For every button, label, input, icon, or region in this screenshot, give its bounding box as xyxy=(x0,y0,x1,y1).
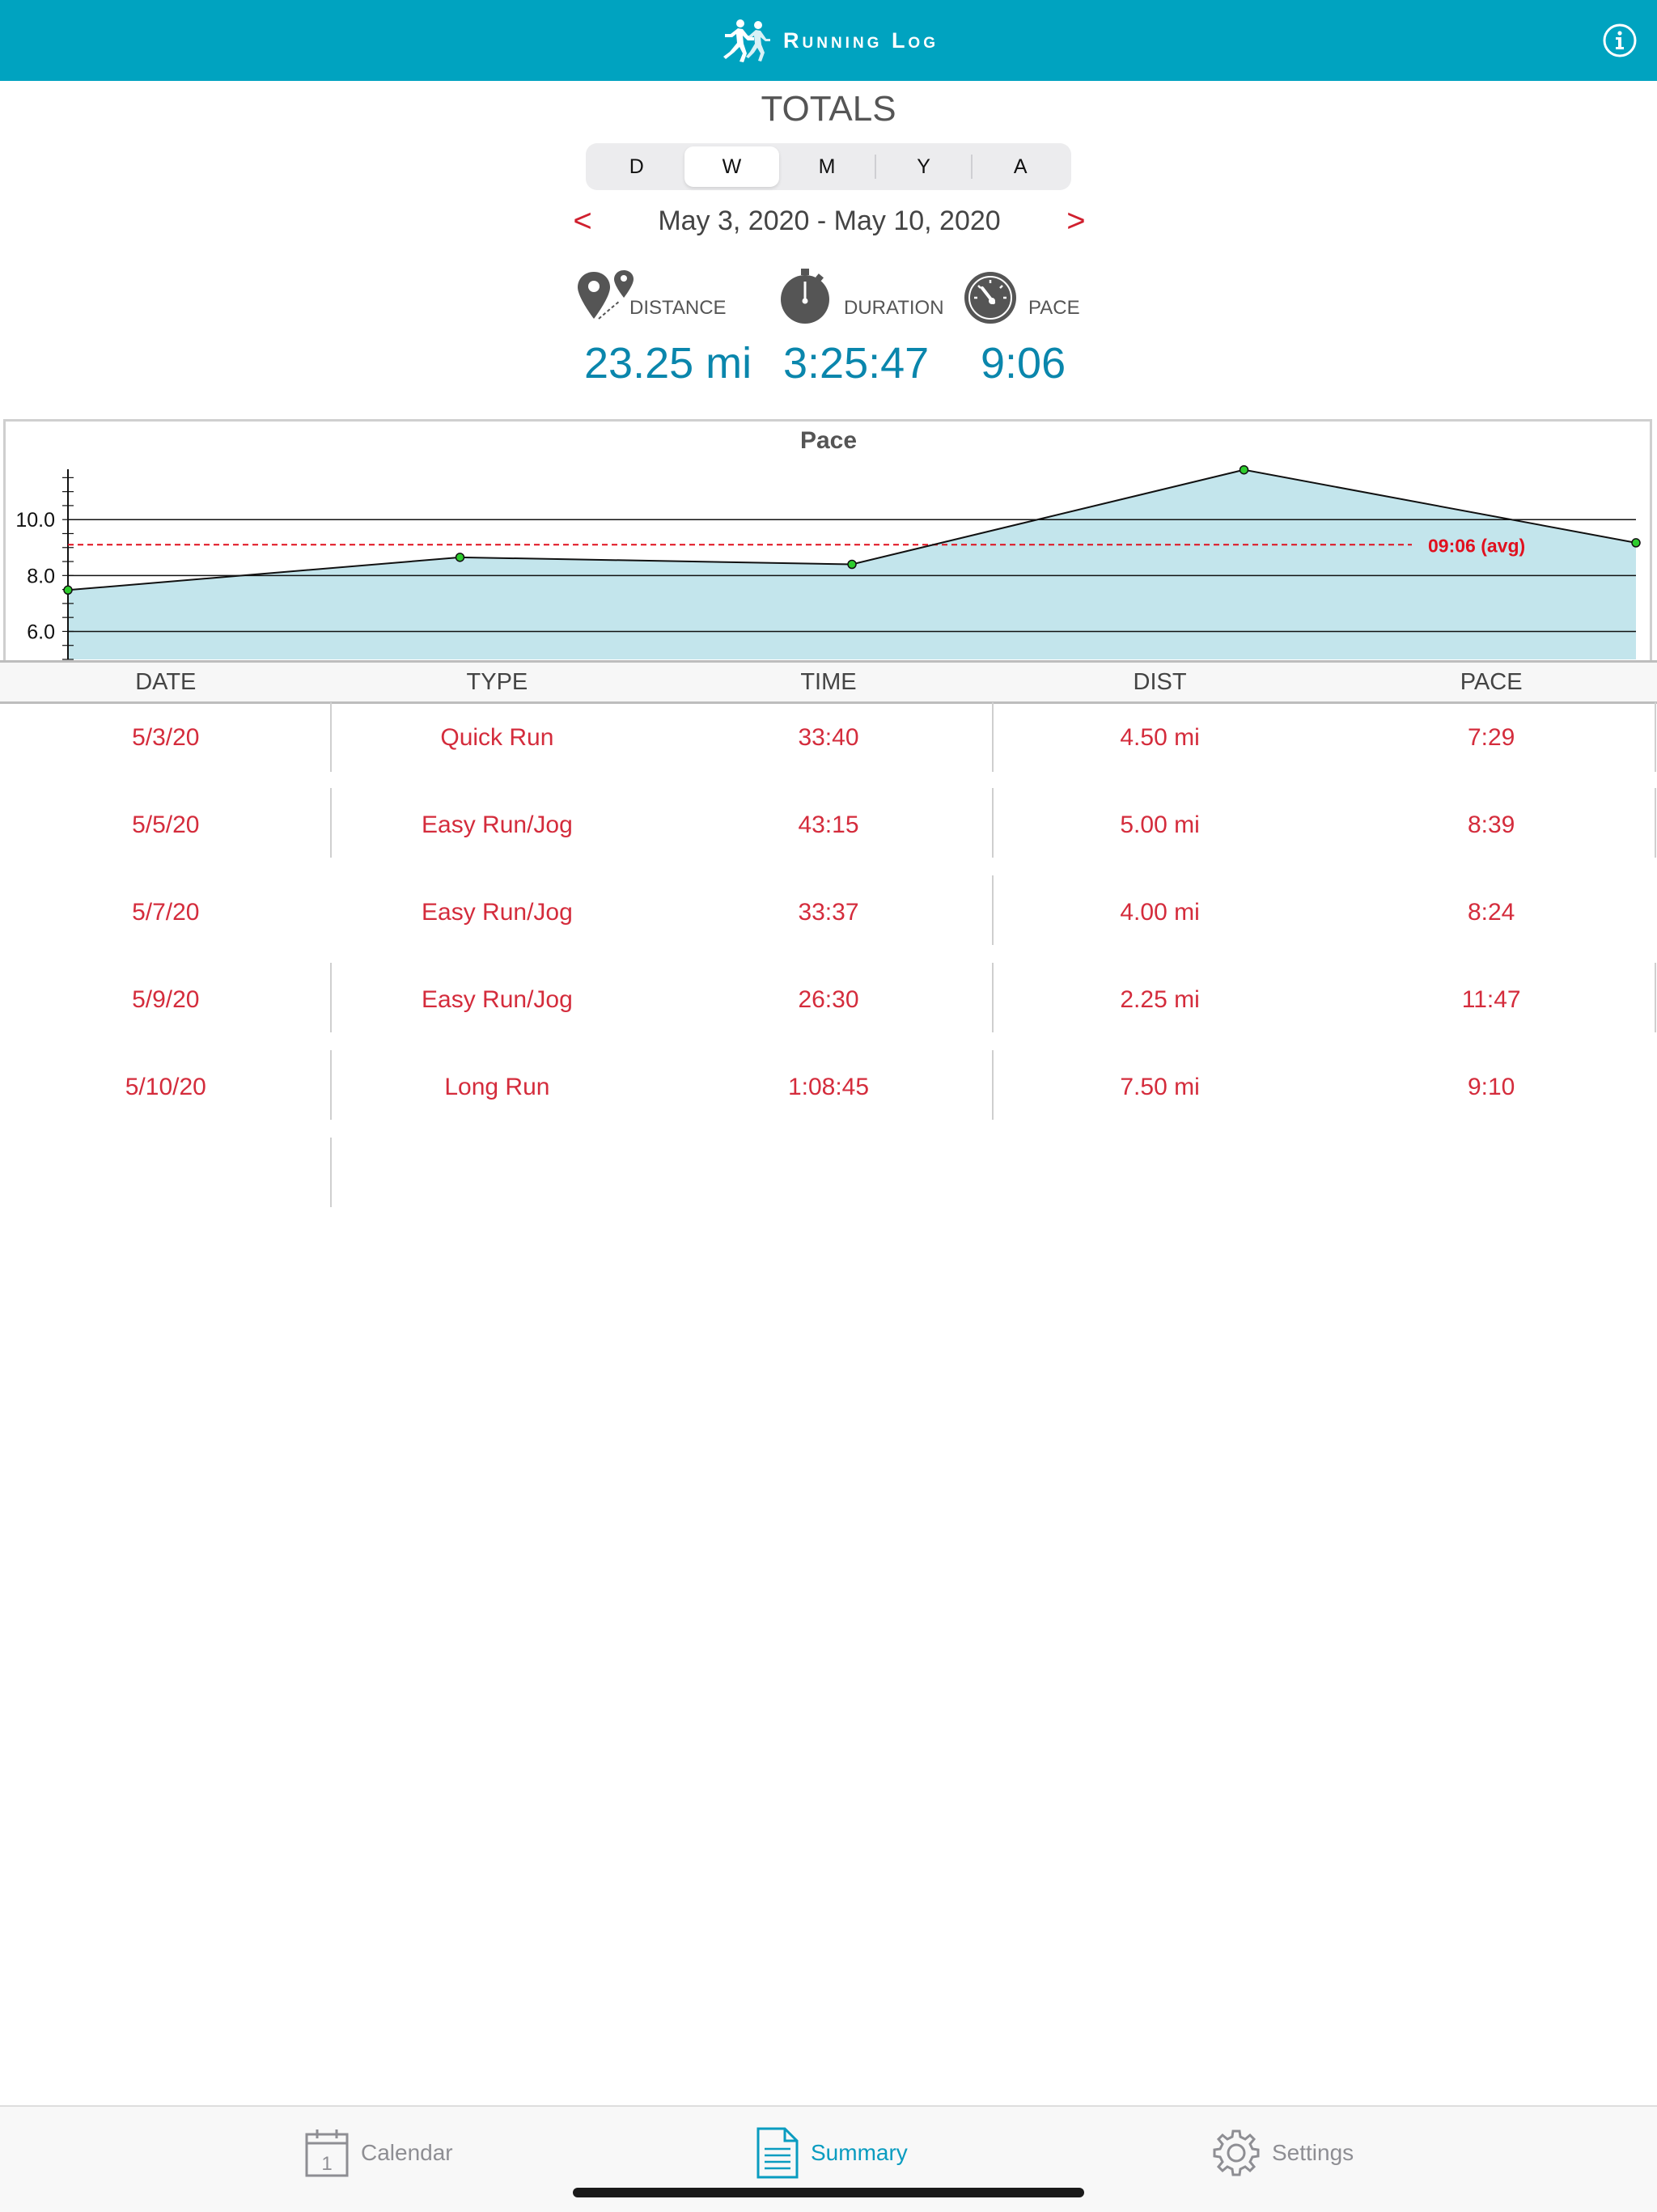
cell-pace: 7:29 xyxy=(1467,724,1515,751)
gear-icon xyxy=(1213,2129,1260,2176)
tab-calendar-label: Calendar xyxy=(361,2140,453,2165)
cell-pace: 9:10 xyxy=(1467,1074,1515,1100)
cell-type: Easy Run/Jog xyxy=(422,899,573,926)
column-divider xyxy=(330,788,332,858)
column-divider xyxy=(992,1050,994,1120)
info-icon[interactable] xyxy=(1602,23,1638,58)
distance-label: DISTANCE xyxy=(629,297,727,319)
home-indicator xyxy=(573,2188,1084,2197)
segment-day[interactable]: D xyxy=(629,155,644,178)
column-divider xyxy=(330,1050,332,1120)
segment-year[interactable]: Y xyxy=(917,155,930,178)
column-divider xyxy=(992,963,994,1032)
cell-dist: 5.00 mi xyxy=(1120,811,1200,838)
column-divider xyxy=(330,963,332,1032)
table-row[interactable]: 5/10/20 Long Run 1:08:45 7.50 mi 9:10 xyxy=(0,1050,1657,1125)
cell-time: 33:37 xyxy=(798,899,859,926)
column-divider xyxy=(1655,702,1656,772)
tab-summary-label: Summary xyxy=(811,2140,908,2165)
app-title: Running Log xyxy=(783,28,939,53)
table-row[interactable]: 5/3/20 Quick Run 33:40 4.50 mi 7:29 xyxy=(0,701,1657,775)
segment-all[interactable]: A xyxy=(1013,155,1028,178)
top-bar: Running Log xyxy=(0,0,1657,81)
column-divider xyxy=(1655,963,1656,1032)
header-dist[interactable]: DIST xyxy=(1133,669,1187,695)
distance-value: 23.25 mi xyxy=(584,339,752,388)
cell-dist: 4.00 mi xyxy=(1120,899,1200,926)
tab-settings-label: Settings xyxy=(1272,2140,1354,2165)
cell-type: Easy Run/Jog xyxy=(422,986,573,1013)
cell-dist: 4.50 mi xyxy=(1120,724,1200,751)
column-divider xyxy=(992,788,994,858)
cell-type: Quick Run xyxy=(440,724,554,751)
column-divider xyxy=(992,875,994,945)
speedometer-icon xyxy=(964,272,1016,324)
cell-date: 5/9/20 xyxy=(132,986,200,1013)
column-divider xyxy=(330,702,332,772)
cell-dist: 7.50 mi xyxy=(1120,1074,1200,1100)
segment-divider xyxy=(874,155,876,179)
duration-value: 3:25:47 xyxy=(783,339,930,388)
runner-logo-icon xyxy=(723,19,770,62)
header-date[interactable]: DATE xyxy=(135,669,197,695)
totals-title: TOTALS xyxy=(761,89,896,129)
period-segmented-control: D W M Y A xyxy=(586,143,1071,190)
document-icon xyxy=(756,2127,799,2179)
duration-label: DURATION xyxy=(844,297,944,319)
calendar-icon: 1 xyxy=(305,2129,349,2177)
date-range: May 3, 2020 - May 10, 2020 xyxy=(658,205,1001,236)
header-time[interactable]: TIME xyxy=(800,669,857,695)
column-divider xyxy=(330,1138,332,1207)
map-pin-icon xyxy=(578,270,634,320)
previous-period-button[interactable]: < xyxy=(573,202,592,239)
cell-time: 26:30 xyxy=(798,986,859,1013)
segment-month[interactable]: M xyxy=(818,155,836,178)
pace-label: PACE xyxy=(1028,297,1080,319)
column-divider xyxy=(992,702,994,772)
tab-settings[interactable]: Settings xyxy=(1212,2125,1354,2181)
table-row[interactable]: 5/7/20 Easy Run/Jog 33:37 4.00 mi 8:24 xyxy=(0,875,1657,950)
cell-time: 33:40 xyxy=(798,724,859,751)
tab-summary[interactable]: Summary xyxy=(756,2125,908,2181)
column-divider xyxy=(1655,788,1656,858)
cell-pace: 8:24 xyxy=(1467,899,1515,926)
chart-title: Pace xyxy=(799,427,858,454)
tab-calendar[interactable]: 1 Calendar xyxy=(304,2125,453,2181)
pace-value: 9:06 xyxy=(981,339,1066,388)
table-row[interactable]: 5/5/20 Easy Run/Jog 43:15 5.00 mi 8:39 xyxy=(0,788,1657,862)
date-navigator: < May 3, 2020 - May 10, 2020 > xyxy=(566,201,1092,241)
table-row[interactable]: 5/9/20 Easy Run/Jog 26:30 2.25 mi 11:47 xyxy=(0,963,1657,1037)
header-type[interactable]: TYPE xyxy=(466,669,528,695)
next-period-button[interactable]: > xyxy=(1066,202,1086,239)
cell-dist: 2.25 mi xyxy=(1120,986,1200,1013)
cell-type: Easy Run/Jog xyxy=(422,811,573,838)
cell-date: 5/3/20 xyxy=(132,724,200,751)
cell-pace: 8:39 xyxy=(1467,811,1515,838)
cell-time: 43:15 xyxy=(798,811,859,838)
calendar-day-number: 1 xyxy=(321,2153,332,2175)
app-title-area: Running Log xyxy=(0,0,1657,81)
segment-divider xyxy=(971,155,973,179)
cell-date: 5/5/20 xyxy=(132,811,200,838)
cell-type: Long Run xyxy=(444,1074,550,1100)
pace-chart-frame xyxy=(3,419,1652,662)
cell-date: 5/7/20 xyxy=(132,899,200,926)
segment-week[interactable]: W xyxy=(684,146,780,187)
header-pace[interactable]: PACE xyxy=(1460,669,1523,695)
table-header: DATE TYPE TIME DIST PACE xyxy=(0,660,1657,704)
cell-time: 1:08:45 xyxy=(787,1074,870,1100)
cell-pace: 11:47 xyxy=(1461,986,1521,1013)
cell-date: 5/10/20 xyxy=(125,1074,206,1100)
stopwatch-icon xyxy=(781,269,829,324)
